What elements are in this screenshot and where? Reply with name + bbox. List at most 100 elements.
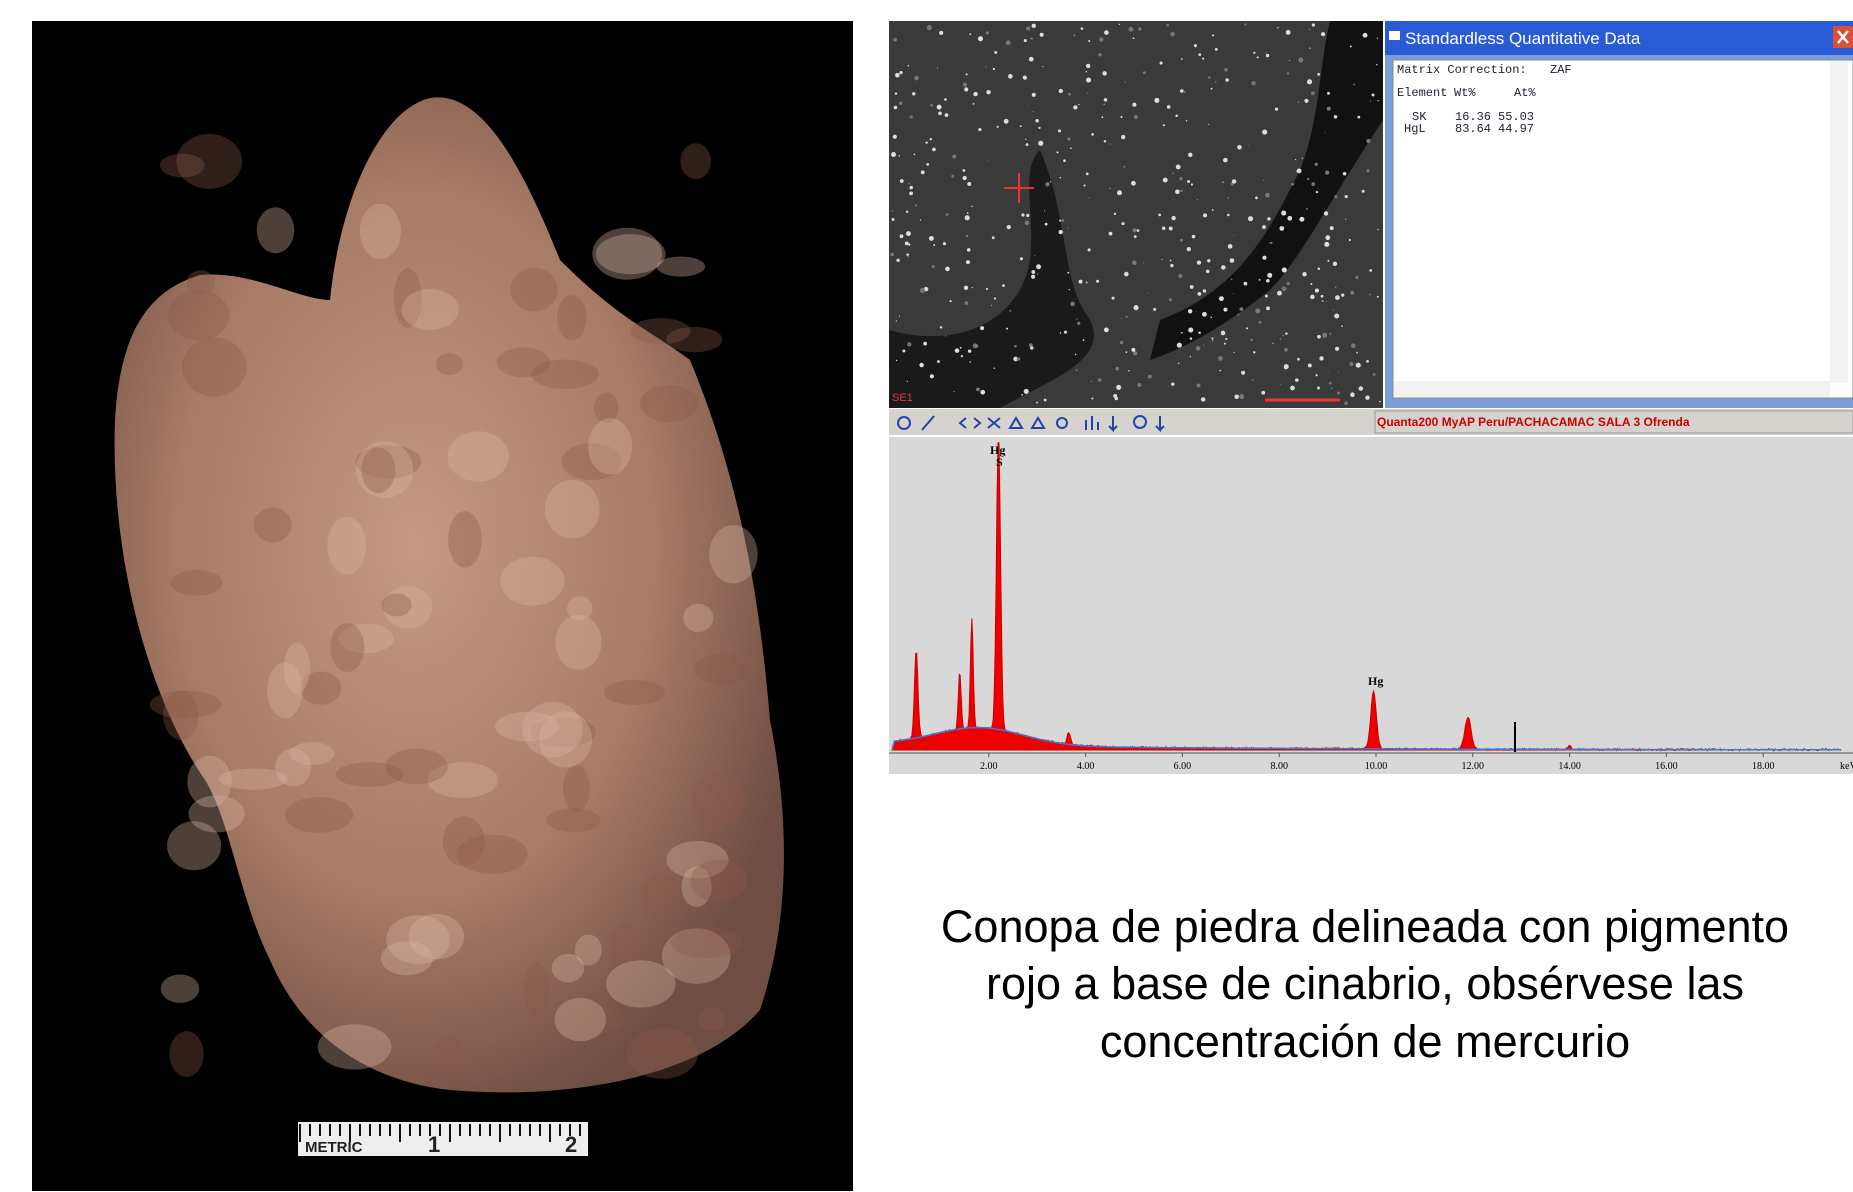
speck: [1137, 229, 1140, 232]
blotch: [555, 615, 601, 670]
speck: [1296, 171, 1298, 173]
speck: [1373, 373, 1376, 376]
speck: [1177, 343, 1182, 348]
speck: [1059, 230, 1063, 234]
speck: [1228, 244, 1233, 249]
speck: [933, 244, 935, 246]
speck: [1211, 88, 1213, 90]
speck: [1356, 352, 1358, 354]
speck: [1045, 223, 1048, 226]
speck: [1006, 40, 1011, 45]
speck: [1169, 298, 1172, 301]
speck: [1326, 301, 1327, 302]
speck: [910, 115, 913, 118]
speck: [1366, 139, 1370, 143]
speck: [1158, 214, 1161, 217]
speck: [945, 113, 949, 117]
speck: [1224, 68, 1228, 72]
speck: [907, 342, 911, 346]
speck: [1121, 222, 1124, 225]
speck: [1166, 24, 1169, 27]
speck: [967, 212, 969, 214]
speck: [1377, 38, 1378, 39]
speck: [899, 155, 900, 156]
speck: [1167, 105, 1171, 109]
speck: [1036, 264, 1041, 269]
speck: [1067, 272, 1069, 274]
speck: [943, 242, 946, 245]
column-header: Element: [1397, 86, 1447, 100]
blotch: [555, 998, 606, 1042]
speck: [1253, 52, 1255, 54]
speck: [908, 65, 910, 67]
speck: [1304, 99, 1308, 103]
speck: [940, 326, 942, 328]
speck: [899, 101, 903, 105]
cell: HgL: [1404, 122, 1426, 136]
speck: [1248, 145, 1249, 146]
speck: [1252, 379, 1254, 381]
speck: [1110, 143, 1111, 144]
speck: [1014, 345, 1017, 348]
speck: [1329, 333, 1331, 335]
speck: [938, 111, 942, 115]
speck: [1250, 339, 1253, 342]
speck: [1321, 295, 1324, 298]
speck: [1060, 177, 1062, 179]
speck: [1178, 363, 1179, 364]
blotch: [443, 816, 485, 866]
speck: [1176, 165, 1181, 170]
speck: [939, 31, 943, 35]
speck: [1280, 384, 1281, 385]
speck: [1351, 343, 1356, 348]
speck: [1121, 318, 1122, 319]
speck: [1170, 260, 1172, 262]
speck: [1070, 302, 1075, 307]
speck: [1319, 356, 1323, 360]
blotch: [640, 873, 680, 911]
speck: [961, 355, 963, 357]
speck: [1258, 321, 1261, 324]
axis-tick-label: 4.00: [1077, 761, 1095, 772]
speck: [1034, 255, 1035, 256]
speck: [1031, 270, 1035, 274]
speck: [1316, 191, 1318, 193]
speck: [1366, 169, 1369, 172]
speck: [973, 343, 978, 348]
speck: [1104, 104, 1105, 105]
axis-tick-label: 10.00: [1365, 761, 1388, 772]
speck: [1032, 93, 1036, 97]
blotch: [360, 204, 401, 259]
speck: [1284, 364, 1289, 369]
speck: [1225, 78, 1229, 82]
blotch: [546, 808, 600, 832]
speck: [932, 265, 935, 268]
speck: [1202, 312, 1207, 317]
speck: [1285, 332, 1287, 334]
speck: [967, 248, 971, 252]
speck: [1298, 57, 1303, 62]
speck: [1114, 213, 1116, 215]
speck: [1363, 33, 1368, 38]
speck: [1179, 177, 1182, 180]
speck: [1262, 130, 1267, 135]
speck: [1341, 325, 1343, 327]
speck: [1284, 348, 1288, 352]
speck: [1372, 93, 1375, 96]
speck: [899, 316, 900, 317]
speck: [1088, 248, 1091, 251]
speck: [1365, 395, 1369, 399]
speck: [1038, 141, 1043, 146]
speck: [905, 242, 909, 246]
speck: [915, 204, 917, 206]
speck: [1219, 296, 1224, 301]
blotch: [402, 289, 459, 330]
speck: [1091, 397, 1093, 399]
speck: [1310, 295, 1315, 300]
speck: [1369, 294, 1371, 296]
speck: [1327, 260, 1329, 262]
speck: [1315, 289, 1319, 293]
speck: [1154, 98, 1159, 103]
speck: [1056, 151, 1058, 153]
speck: [891, 210, 893, 212]
